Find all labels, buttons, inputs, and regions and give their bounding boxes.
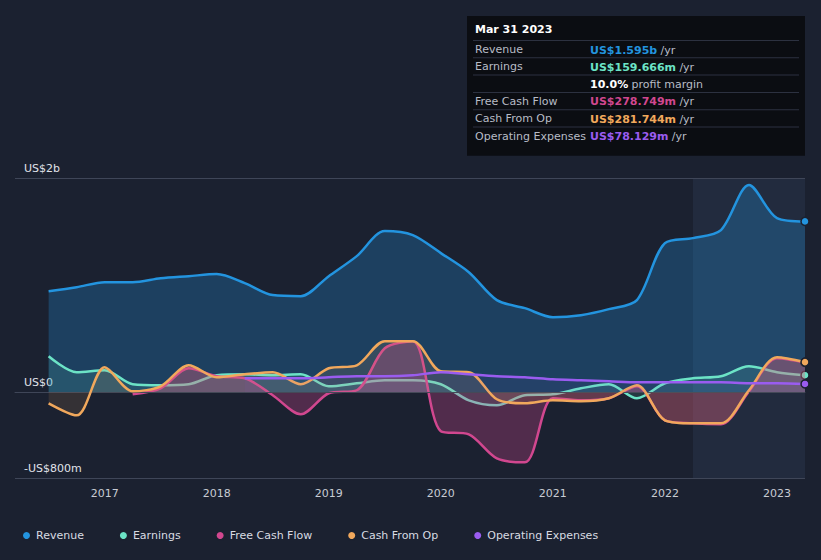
svg-text:Revenue: Revenue xyxy=(475,43,523,56)
svg-text:Free Cash Flow: Free Cash Flow xyxy=(230,529,313,542)
svg-text:Operating Expenses: Operating Expenses xyxy=(487,529,598,542)
svg-text:US$78.129m: US$78.129m xyxy=(590,130,668,143)
svg-text:2017: 2017 xyxy=(91,487,119,500)
svg-text:-US$800m: -US$800m xyxy=(24,462,82,475)
svg-text:US$159.666m: US$159.666m xyxy=(590,61,676,74)
svg-text:2021: 2021 xyxy=(539,487,567,500)
svg-text:US$1.595b: US$1.595b xyxy=(590,44,657,57)
svg-text:US$2b: US$2b xyxy=(24,162,60,175)
svg-text:Earnings: Earnings xyxy=(133,529,181,542)
svg-text:2023: 2023 xyxy=(763,487,791,500)
svg-text:Revenue: Revenue xyxy=(36,529,84,542)
svg-text:Free Cash Flow: Free Cash Flow xyxy=(475,95,558,108)
svg-text:/yr: /yr xyxy=(679,61,694,74)
svg-text:2019: 2019 xyxy=(315,487,343,500)
svg-text:US$281.744m: US$281.744m xyxy=(590,113,676,126)
svg-text:/yr: /yr xyxy=(679,113,694,126)
svg-text:/yr: /yr xyxy=(679,95,694,108)
svg-text:Mar 31 2023: Mar 31 2023 xyxy=(475,23,552,36)
svg-text:Cash From Op: Cash From Op xyxy=(475,112,552,125)
svg-text:2020: 2020 xyxy=(427,487,455,500)
svg-text:US$0: US$0 xyxy=(24,376,53,390)
svg-text:10.0%: 10.0% xyxy=(590,78,628,91)
svg-text:Earnings: Earnings xyxy=(475,60,523,73)
svg-text:2022: 2022 xyxy=(651,487,679,500)
svg-text:/yr: /yr xyxy=(672,130,687,143)
svg-text:Cash From Op: Cash From Op xyxy=(361,529,438,542)
svg-text:US$278.749m: US$278.749m xyxy=(590,95,676,108)
svg-text:/yr: /yr xyxy=(661,44,676,57)
svg-text:Operating Expenses: Operating Expenses xyxy=(475,130,586,143)
svg-text:2018: 2018 xyxy=(203,487,231,500)
svg-text:profit margin: profit margin xyxy=(631,78,703,91)
